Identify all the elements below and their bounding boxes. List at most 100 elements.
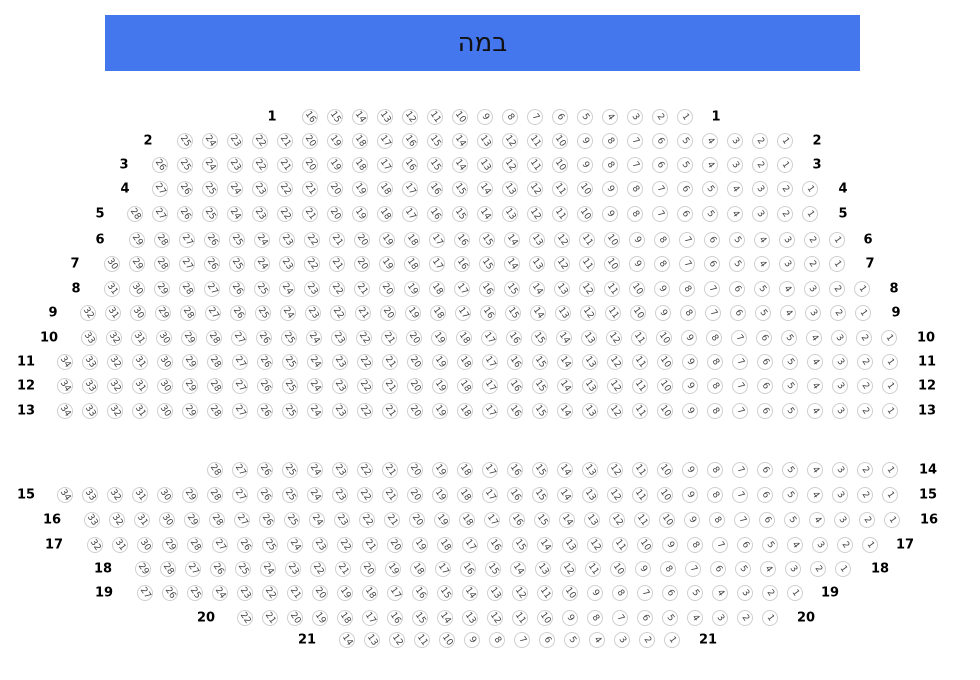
seat[interactable]: 15: [532, 354, 548, 370]
seat[interactable]: 30: [156, 330, 172, 346]
seat[interactable]: 11: [427, 109, 443, 125]
seat[interactable]: 3: [832, 403, 848, 419]
seat[interactable]: 7: [679, 232, 695, 248]
seat[interactable]: 17: [429, 232, 445, 248]
seat[interactable]: 6: [552, 109, 568, 125]
seat[interactable]: 11: [632, 462, 648, 478]
seat[interactable]: 9: [682, 378, 698, 394]
seat[interactable]: 32: [107, 487, 123, 503]
seat[interactable]: 6: [677, 206, 693, 222]
seat[interactable]: 17: [482, 403, 498, 419]
seat[interactable]: 29: [155, 305, 171, 321]
seat[interactable]: 16: [487, 537, 503, 553]
seat[interactable]: 21: [262, 610, 278, 626]
seat[interactable]: 12: [502, 157, 518, 173]
seat[interactable]: 1: [677, 109, 693, 125]
seat[interactable]: 19: [352, 181, 368, 197]
seat[interactable]: 12: [554, 232, 570, 248]
seat[interactable]: 10: [657, 462, 673, 478]
seat[interactable]: 26: [162, 585, 178, 601]
seat[interactable]: 15: [327, 109, 343, 125]
seat[interactable]: 14: [530, 305, 546, 321]
seat[interactable]: 22: [356, 330, 372, 346]
seat[interactable]: 9: [587, 585, 603, 601]
seat[interactable]: 31: [132, 403, 148, 419]
seat[interactable]: 24: [202, 157, 218, 173]
seat[interactable]: 23: [312, 537, 328, 553]
seat[interactable]: 9: [655, 305, 671, 321]
seat[interactable]: 3: [832, 354, 848, 370]
seat[interactable]: 19: [379, 232, 395, 248]
seat[interactable]: 32: [107, 378, 123, 394]
seat[interactable]: 7: [705, 305, 721, 321]
seat[interactable]: 15: [479, 256, 495, 272]
seat[interactable]: 16: [507, 462, 523, 478]
seat[interactable]: 21: [329, 232, 345, 248]
seat[interactable]: 13: [562, 537, 578, 553]
seat[interactable]: 1: [802, 181, 818, 197]
seat[interactable]: 5: [782, 354, 798, 370]
seat[interactable]: 18: [404, 232, 420, 248]
seat[interactable]: 34: [57, 354, 73, 370]
seat[interactable]: 1: [664, 632, 680, 648]
seat[interactable]: 8: [709, 512, 725, 528]
seat[interactable]: 8: [707, 403, 723, 419]
seat[interactable]: 3: [752, 206, 768, 222]
seat[interactable]: 10: [604, 256, 620, 272]
seat[interactable]: 25: [235, 561, 251, 577]
seat[interactable]: 20: [302, 157, 318, 173]
seat[interactable]: 8: [587, 610, 603, 626]
seat[interactable]: 26: [257, 403, 273, 419]
seat[interactable]: 25: [262, 537, 278, 553]
seat[interactable]: 17: [362, 610, 378, 626]
seat[interactable]: 20: [380, 305, 396, 321]
seat[interactable]: 23: [332, 354, 348, 370]
seat[interactable]: 14: [452, 157, 468, 173]
seat[interactable]: 31: [132, 354, 148, 370]
seat[interactable]: 1: [882, 487, 898, 503]
seat[interactable]: 16: [454, 232, 470, 248]
seat[interactable]: 9: [682, 462, 698, 478]
seat[interactable]: 9: [682, 354, 698, 370]
seat[interactable]: 27: [152, 181, 168, 197]
seat[interactable]: 29: [129, 232, 145, 248]
seat[interactable]: 9: [682, 487, 698, 503]
seat[interactable]: 3: [812, 537, 828, 553]
seat[interactable]: 10: [630, 305, 646, 321]
seat[interactable]: 27: [179, 256, 195, 272]
seat[interactable]: 7: [627, 157, 643, 173]
seat[interactable]: 19: [432, 462, 448, 478]
seat[interactable]: 18: [337, 610, 353, 626]
seat[interactable]: 21: [382, 462, 398, 478]
seat[interactable]: 8: [502, 109, 518, 125]
seat[interactable]: 10: [577, 181, 593, 197]
seat[interactable]: 13: [477, 133, 493, 149]
seat[interactable]: 27: [232, 378, 248, 394]
seat[interactable]: 14: [557, 462, 573, 478]
seat[interactable]: 21: [287, 585, 303, 601]
seat[interactable]: 30: [130, 305, 146, 321]
seat[interactable]: 26: [177, 181, 193, 197]
seat[interactable]: 27: [185, 561, 201, 577]
seat[interactable]: 8: [706, 330, 722, 346]
seat[interactable]: 26: [204, 256, 220, 272]
seat[interactable]: 23: [252, 206, 268, 222]
seat[interactable]: 9: [477, 109, 493, 125]
seat[interactable]: 9: [577, 157, 593, 173]
seat[interactable]: 22: [262, 585, 278, 601]
seat[interactable]: 18: [410, 561, 426, 577]
seat[interactable]: 20: [407, 378, 423, 394]
seat[interactable]: 28: [180, 305, 196, 321]
seat[interactable]: 29: [182, 487, 198, 503]
seat[interactable]: 6: [737, 537, 753, 553]
seat[interactable]: 25: [282, 487, 298, 503]
seat[interactable]: 12: [607, 403, 623, 419]
seat[interactable]: 24: [307, 403, 323, 419]
seat[interactable]: 16: [509, 512, 525, 528]
seat[interactable]: 17: [482, 354, 498, 370]
seat[interactable]: 11: [632, 487, 648, 503]
seat[interactable]: 7: [732, 378, 748, 394]
seat[interactable]: 24: [306, 330, 322, 346]
seat[interactable]: 8: [654, 256, 670, 272]
seat[interactable]: 22: [329, 281, 345, 297]
